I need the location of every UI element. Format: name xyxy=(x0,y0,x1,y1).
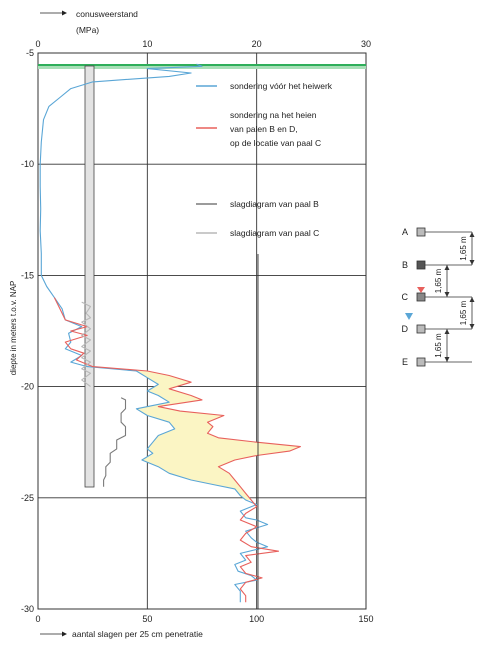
bottom-tick-label: 100 xyxy=(249,614,264,624)
dimension-label: 1,65 m xyxy=(459,300,468,325)
top-tick-label: 10 xyxy=(142,39,152,49)
bottom-axis-label-text: aantal slagen per 25 cm penetratie xyxy=(72,629,203,639)
pile-symbol xyxy=(416,324,426,334)
pile-e: E xyxy=(402,357,472,367)
pile-label: C xyxy=(402,292,409,302)
top-tick-label: 0 xyxy=(35,39,40,49)
top-axis-label-line2: (MPa) xyxy=(76,25,99,35)
ground-level-band xyxy=(38,64,366,67)
series-slagdiagram-paal-c xyxy=(81,301,92,388)
pile-b: B xyxy=(402,260,472,270)
legend-sondering-na-line3: op de locatie van paal C xyxy=(230,138,321,148)
bottom-tick-label: 0 xyxy=(35,614,40,624)
ground-level-band-light xyxy=(38,66,366,69)
pile-shaft xyxy=(84,65,95,488)
series-sondering-voor xyxy=(39,63,269,603)
dimension-label: 1,65 m xyxy=(459,236,468,261)
y-tick-label: -10 xyxy=(21,159,34,169)
pile-symbol xyxy=(416,357,426,367)
dimension-line: 1,65 m xyxy=(459,297,475,329)
pile-label: D xyxy=(402,324,409,334)
series-slagdiagram-paal-b xyxy=(103,397,127,487)
pile-label: E xyxy=(402,357,408,367)
y-axis-ticks: -5 -10 -15 -20 -25 -30 xyxy=(21,48,34,614)
top-axis-ticks: 0 10 20 30 xyxy=(35,39,371,49)
pile-symbol xyxy=(416,227,426,237)
top-tick-label: 30 xyxy=(361,39,371,49)
dimension-line: 1,65 m xyxy=(434,265,450,297)
legend: sondering vóór het heiwerk sondering na … xyxy=(196,81,333,238)
y-tick-label: -15 xyxy=(21,270,34,280)
legend-sondering-voor: sondering vóór het heiwerk xyxy=(230,81,333,91)
top-tick-label: 20 xyxy=(252,39,262,49)
pile-c-red-marker-icon xyxy=(417,287,425,293)
bottom-axis-ticks: 0 50 100 150 xyxy=(35,614,373,624)
pile-symbol xyxy=(416,260,426,270)
legend-paal-b: slagdiagram van paal B xyxy=(230,199,319,209)
legend-sondering-na-line2: van palen B en D, xyxy=(230,124,298,134)
legend-paal-c: slagdiagram van paal C xyxy=(230,228,319,238)
pile-d-blue-marker-icon xyxy=(405,313,413,320)
y-tick-label: -5 xyxy=(26,48,34,58)
pile-d: D xyxy=(402,324,472,334)
bottom-axis-label: aantal slagen per 25 cm penetratie xyxy=(40,629,203,639)
pile-label: A xyxy=(402,227,408,237)
pile-label: B xyxy=(402,260,408,270)
y-tick-label: -25 xyxy=(21,493,34,503)
top-axis-label-line1: conusweerstand xyxy=(76,9,138,19)
pile-layout-diagram: A B C D E 1,65 m 1,65 m 1,65 m 1,65 m xyxy=(402,227,475,367)
bottom-tick-label: 50 xyxy=(142,614,152,624)
dimension-line: 1,65 m xyxy=(434,329,450,362)
series-sondering-na xyxy=(53,297,301,603)
dimension-line: 1,65 m xyxy=(459,232,475,265)
dimension-label: 1,65 m xyxy=(434,268,443,293)
y-tick-label: -20 xyxy=(21,382,34,392)
legend-sondering-na-line1: sondering na het heien xyxy=(230,110,317,120)
fill-between-soundings xyxy=(87,366,301,500)
y-axis-label: diepte in meters t.o.v. NAP xyxy=(9,281,18,376)
pile-symbol xyxy=(416,292,426,302)
bottom-tick-label: 150 xyxy=(358,614,373,624)
pile-a: A xyxy=(402,227,472,237)
y-tick-label: -30 xyxy=(21,604,34,614)
dimension-label: 1,65 m xyxy=(434,333,443,358)
top-axis-label: conusweerstand (MPa) xyxy=(40,9,138,35)
